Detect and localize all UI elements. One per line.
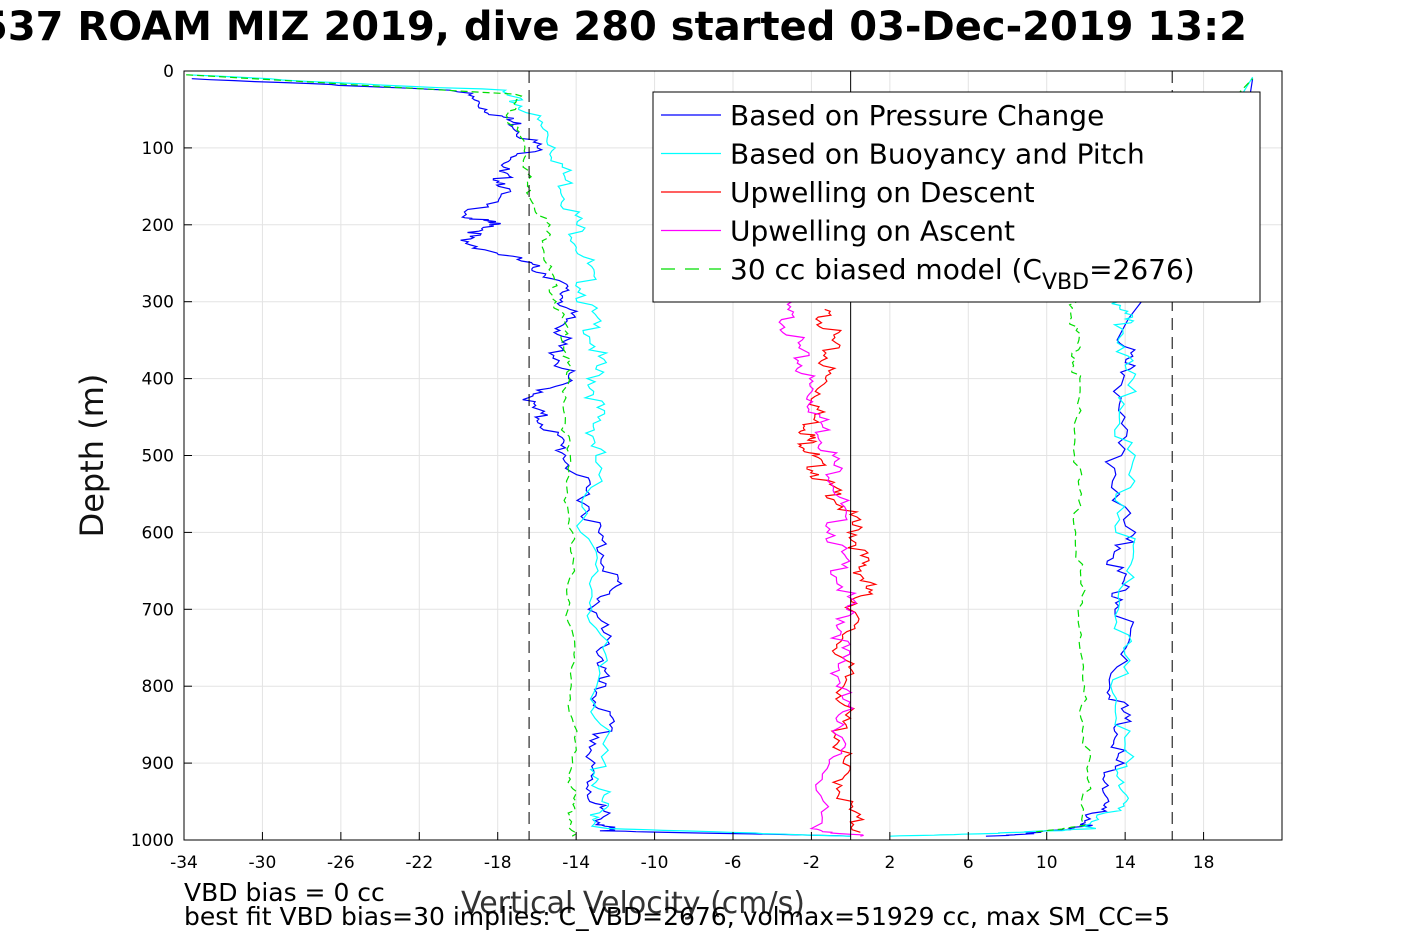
series-line <box>187 74 851 837</box>
legend-label: Upwelling on Ascent <box>730 215 1015 248</box>
y-tick-label: 0 <box>163 62 174 82</box>
series-layer <box>186 74 1254 837</box>
legend-label-tail: =2676) <box>1089 253 1195 286</box>
x-tick-label: -18 <box>484 853 512 873</box>
chart-title: 537 ROAM MIZ 2019, dive 280 started 03-D… <box>0 4 1247 50</box>
y-tick-label: 100 <box>142 139 174 159</box>
tick-labels: -34 -30 -26 -22 -18 -14 -10 -6 -2 2 6 10 14 180100200… <box>131 62 1215 873</box>
legend-label: Based on Pressure Change <box>730 99 1104 132</box>
vbd-bias-note: VBD bias = 0 cc <box>184 878 385 907</box>
y-axis-label: Depth (m) <box>73 374 111 538</box>
x-tick-label: -14 <box>562 853 590 873</box>
y-tick-label: 600 <box>142 523 174 543</box>
x-tick-label: -30 <box>249 853 277 873</box>
y-tick-label: 500 <box>142 447 174 467</box>
x-tick-label: 14 <box>1114 853 1136 873</box>
series-line <box>186 74 579 837</box>
x-tick-label: -34 <box>170 853 198 873</box>
legend-label-text: 30 cc biased model (C <box>730 253 1042 286</box>
y-tick-label: 300 <box>142 293 174 313</box>
legend-label: Upwelling on Descent <box>730 176 1035 209</box>
x-tick-label: -6 <box>725 853 742 873</box>
best-fit-note: best fit VBD bias=30 implies: C_VBD=2676… <box>184 902 1171 931</box>
x-axis-label: Vertical Velocity (cm/s) <box>461 886 805 921</box>
legend-label-text: Based on Buoyancy and Pitch <box>730 138 1145 171</box>
x-tick-label: 2 <box>884 853 895 873</box>
x-tick-label: -26 <box>327 853 355 873</box>
legend-label-text: Upwelling on Ascent <box>730 215 1015 248</box>
legend: Based on Pressure Change Based on Buoyanc… <box>652 91 1261 303</box>
x-tick-label: -22 <box>405 853 433 873</box>
series-line <box>796 308 878 833</box>
series-line <box>1035 78 1254 833</box>
x-tick-label: 18 <box>1193 853 1215 873</box>
y-tick-label: 400 <box>142 370 174 390</box>
legend-label-text: Based on Pressure Change <box>730 99 1104 132</box>
y-tick-label: 700 <box>142 600 174 620</box>
legend-label-text: Upwelling on Descent <box>730 176 1035 209</box>
legend-box <box>652 91 1261 303</box>
x-tick-label: -2 <box>803 853 820 873</box>
x-tick-label: -10 <box>641 853 669 873</box>
legend-label: 30 cc biased model (CVBD=2676) <box>730 253 1195 295</box>
series-line <box>985 78 1254 837</box>
legend-label-subscript: VBD <box>1042 270 1089 295</box>
y-tick-label: 1000 <box>131 831 174 851</box>
y-tick-label: 200 <box>142 216 174 236</box>
x-tick-label: 10 <box>1036 853 1058 873</box>
legend-label: Based on Buoyancy and Pitch <box>730 138 1145 171</box>
y-tick-label: 800 <box>142 677 174 697</box>
series-line <box>191 78 851 837</box>
series-line <box>778 301 864 837</box>
series-line <box>889 76 1254 837</box>
y-tick-label: 900 <box>142 754 174 774</box>
x-tick-label: 6 <box>963 853 974 873</box>
